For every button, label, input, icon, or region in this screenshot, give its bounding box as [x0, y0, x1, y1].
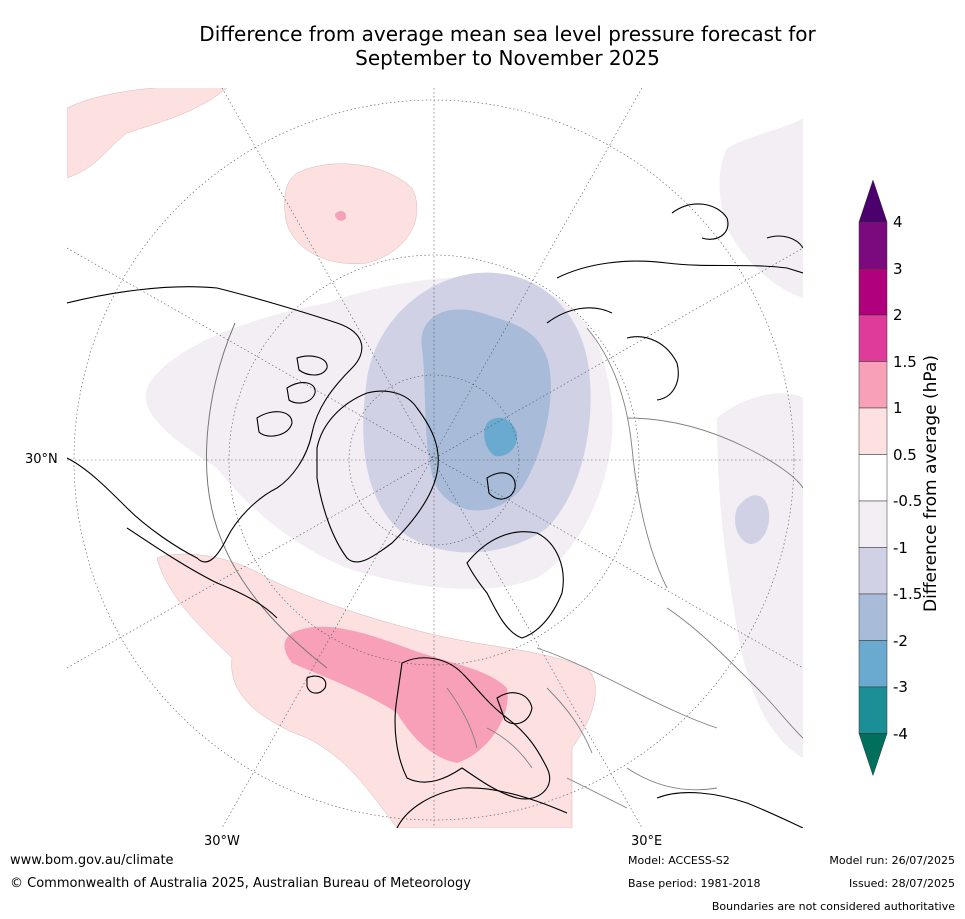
colorbar [858, 180, 888, 777]
issued-text: Issued: 28/07/2025 [848, 877, 955, 890]
colorbar-extend-min [858, 733, 888, 777]
colorbar-tick-label: -2 [893, 631, 908, 650]
arctic-circle-arc [206, 322, 328, 669]
negative-anomaly-core [484, 417, 518, 457]
colorbar-tick-label: 2 [893, 306, 903, 324]
colorbar-tick-label: 4 [893, 213, 903, 231]
colorbar-swatch [858, 640, 888, 688]
scandinavia-coast [466, 531, 564, 639]
positive-anomaly-europe-core [284, 626, 508, 763]
title-line-2: September to November 2025 [355, 46, 660, 70]
colorbar-tick-label: 0.5 [893, 445, 917, 464]
lon-label-30e: 30°E [631, 834, 663, 849]
colorbar-swatch [858, 314, 888, 362]
colorbar-tick-label: 1.5 [893, 352, 917, 371]
colorbar-tick-label: -0.5 [893, 492, 923, 510]
country-borders [446, 327, 803, 809]
base-period-text: Base period: 1981-2018 [628, 877, 761, 890]
negative-anomaly-weak-siberia [719, 118, 803, 298]
model-run-text: Model run: 26/07/2025 [829, 854, 955, 867]
negative-anomaly-strong [421, 309, 551, 511]
colorbar-swatch [858, 686, 888, 734]
copyright-text: © Commonwealth of Australia 2025, Austra… [10, 876, 471, 891]
positive-anomaly-core-small [335, 211, 347, 221]
russia-coast [556, 260, 803, 279]
colorbar-swatch [858, 593, 888, 641]
greenland-coast [316, 390, 439, 563]
coastlines [67, 203, 803, 828]
colorbar-title: Difference from average (hPa) [921, 355, 941, 612]
lat-label-30n: 30°N [25, 452, 58, 467]
colorbar-swatch [858, 268, 888, 316]
lon-label-30w: 30°W [204, 834, 240, 849]
colorbar-swatch [858, 361, 888, 409]
anomaly-fields [67, 88, 803, 828]
negative-anomaly-moderate-east [735, 495, 770, 544]
graticule [67, 88, 803, 828]
europe-coast [394, 657, 551, 800]
colorbar-swatch [858, 500, 888, 548]
colorbar-swatch [858, 454, 888, 502]
disclaimer-text: Boundaries are not considered authoritat… [711, 900, 955, 913]
colorbar-swatch [858, 407, 888, 455]
positive-anomaly-arctic-island [284, 163, 418, 265]
colorbar-tick-label: 1 [893, 399, 903, 417]
colorbar-swatch [858, 221, 888, 269]
colorbar-tick-label: -4 [893, 724, 908, 743]
colorbar-tick-label: -1 [893, 538, 908, 557]
title-line-1: Difference from average mean sea level p… [199, 22, 816, 46]
colorbar-tick-label: -1.5 [893, 585, 923, 603]
chart-title: Difference from average mean sea level p… [150, 22, 865, 70]
model-text: Model: ACCESS-S2 [628, 854, 730, 867]
website-link[interactable]: www.bom.gov.au/climate [10, 853, 174, 868]
polar-map [67, 88, 803, 828]
positive-anomaly-north-pacific [67, 88, 228, 179]
colorbar-extend-max [858, 180, 888, 223]
colorbar-tick-label: -3 [893, 678, 908, 696]
colorbar-tick-label: 3 [893, 259, 903, 278]
colorbar-swatch [858, 547, 888, 595]
negative-anomaly-weak-asia [717, 393, 803, 758]
